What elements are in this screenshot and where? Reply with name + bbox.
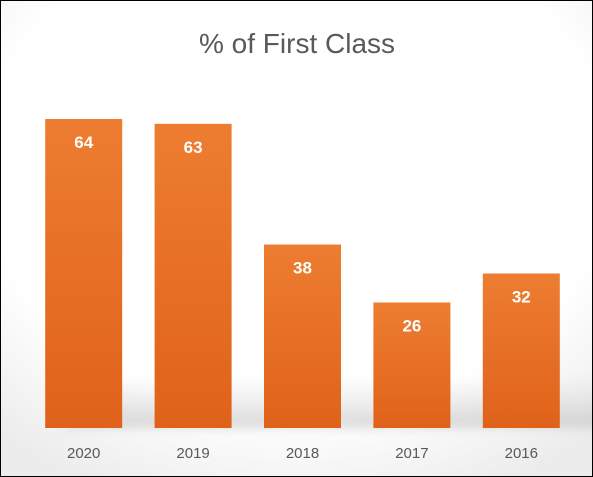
data-label: 26 [402,316,421,335]
bar-2016 [482,273,560,428]
x-axis-ticks: 2020 2019 2018 2017 2016 [67,445,538,462]
x-tick-label: 2016 [505,445,538,462]
x-tick-label: 2020 [67,445,100,462]
bar-2017 [373,302,451,428]
bar-2019 [154,123,232,428]
data-label: 64 [74,133,93,152]
bars [45,119,560,428]
data-label: 38 [293,259,312,278]
x-tick-label: 2018 [286,445,319,462]
x-tick-label: 2019 [176,445,209,462]
chart-title: % of First Class [199,28,395,59]
x-tick-label: 2017 [395,445,428,462]
data-labels: 64 63 38 26 32 [74,133,531,335]
data-label: 63 [184,138,203,157]
bar-2018 [264,244,341,428]
bar-2020 [45,119,123,428]
data-label: 32 [512,288,531,307]
